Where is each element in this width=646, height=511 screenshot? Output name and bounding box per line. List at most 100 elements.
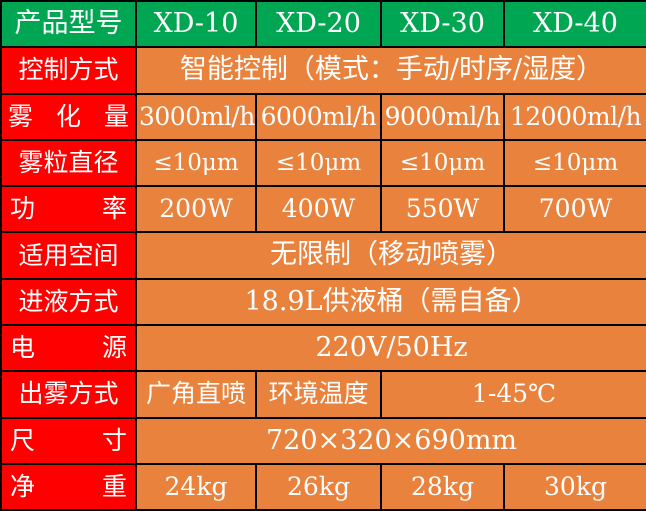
row-label-text: 适用空间 [18, 240, 119, 270]
cell-text: 28kg [411, 471, 474, 501]
cell-text: 9000ml/h [384, 101, 501, 131]
label-char: 量 [103, 101, 129, 131]
row-label-text: 尺 寸 [4, 425, 133, 455]
table-row-power: 功 率 200W 400W 550W 700W [0, 185, 646, 234]
row-value-power-xd30: 550W [380, 185, 505, 234]
row-value-power-xd10: 200W [135, 185, 257, 234]
table-row-mist-output: 出雾方式 广角直喷 环境温度 1-45℃ [0, 370, 646, 419]
cell-text: ≤10μm [532, 149, 619, 176]
cell-text: ≤10μm [153, 149, 239, 176]
cell-text: ≤10μm [275, 149, 362, 176]
row-value-control-mode: 智能控制（模式：手动/时序/湿度） [135, 46, 646, 95]
row-value-power-xd20: 400W [255, 185, 382, 234]
row-value-dimensions: 720×320×690mm [135, 416, 646, 465]
label-char: 寸 [101, 425, 127, 455]
cell-text: 400W [281, 194, 356, 224]
row-value-mist-volume-xd10: 3000ml/h [135, 92, 257, 141]
row-label-text: 雾 化 量 [4, 101, 133, 131]
label-char: 源 [101, 333, 127, 363]
model-text: XD-10 [153, 7, 239, 39]
row-label-liquid-supply: 进液方式 [0, 277, 137, 327]
cell-text: 700W [538, 194, 613, 224]
row-label-applicable-space: 适用空间 [0, 231, 137, 280]
table-header-row: 产品型号 XD-10 XD-20 XD-30 XD-40 [0, 0, 646, 49]
model-text: XD-30 [400, 7, 485, 39]
cell-text: 无限制（移动喷雾） [270, 239, 513, 271]
row-value-net-weight-xd30: 28kg [380, 462, 505, 511]
label-char: 重 [101, 471, 127, 501]
row-label-text: 电 源 [4, 333, 133, 363]
label-char: 净 [10, 471, 36, 501]
table-row-liquid-supply: 进液方式 18.9L供液桶（需自备） [0, 277, 646, 327]
header-label-text: 产品型号 [14, 7, 123, 39]
row-label-droplet-diameter: 雾粒直径 [0, 138, 137, 188]
model-cell-xd30: XD-30 [380, 0, 505, 49]
row-label-mist-volume: 雾 化 量 [0, 92, 137, 141]
row-value-ambient-temperature: 1-45℃ [380, 370, 646, 419]
cell-text: ≤10μm [399, 149, 486, 176]
cell-text: 环境温度 [268, 379, 369, 409]
label-char: 率 [101, 194, 127, 224]
row-label-text: 雾粒直径 [18, 147, 119, 177]
row-label-dimensions: 尺 寸 [0, 416, 137, 465]
row-label-net-weight: 净 重 [0, 462, 137, 511]
row-value-net-weight-xd40: 30kg [503, 462, 646, 511]
model-text: XD-40 [533, 7, 618, 39]
table-row-control-mode: 控制方式 智能控制（模式：手动/时序/湿度） [0, 46, 646, 95]
cell-text: 220V/50Hz [315, 332, 468, 364]
cell-text: 30kg [544, 471, 607, 501]
table-row-net-weight: 净 重 24kg 26kg 28kg 30kg [0, 462, 646, 511]
cell-text: 24kg [164, 471, 228, 501]
table-row-droplet-diameter: 雾粒直径 ≤10μm ≤10μm ≤10μm ≤10μm [0, 138, 646, 188]
row-label-mist-output: 出雾方式 [0, 370, 137, 419]
row-value-droplet-diameter-xd30: ≤10μm [380, 138, 505, 188]
model-cell-xd20: XD-20 [255, 0, 382, 49]
cell-text: 200W [159, 194, 233, 224]
row-label-text: 控制方式 [18, 55, 119, 85]
cell-text: 720×320×690mm [265, 424, 518, 456]
row-label-power-supply: 电 源 [0, 324, 137, 373]
model-cell-xd10: XD-10 [135, 0, 257, 49]
row-value-mist-volume-xd30: 9000ml/h [380, 92, 505, 141]
label-char: 功 [10, 194, 36, 224]
row-value-power-supply: 220V/50Hz [135, 324, 646, 373]
cell-text: 3000ml/h [139, 101, 255, 131]
row-label-text: 进液方式 [18, 286, 119, 316]
row-value-droplet-diameter-xd40: ≤10μm [503, 138, 646, 188]
row-value-mist-output-mode: 广角直喷 [135, 370, 257, 419]
model-cell-xd40: XD-40 [503, 0, 646, 49]
row-value-mist-volume-xd20: 6000ml/h [255, 92, 382, 141]
cell-text: 550W [405, 194, 480, 224]
cell-text: 26kg [287, 471, 350, 501]
row-label-text: 功 率 [4, 194, 133, 224]
table-row-mist-volume: 雾 化 量 3000ml/h 6000ml/h 9000ml/h 12000ml… [0, 92, 646, 141]
table-row-applicable-space: 适用空间 无限制（移动喷雾） [0, 231, 646, 280]
cell-text: 18.9L供液桶（需自备） [244, 285, 539, 317]
cell-text: 智能控制（模式：手动/时序/湿度） [179, 54, 604, 86]
cell-text: 6000ml/h [260, 101, 377, 131]
cell-text: 12000ml/h [509, 101, 642, 131]
cell-text: 1-45℃ [471, 379, 557, 409]
row-value-applicable-space: 无限制（移动喷雾） [135, 231, 646, 280]
model-text: XD-20 [276, 7, 361, 39]
row-label-text: 出雾方式 [18, 379, 119, 409]
table-row-power-supply: 电 源 220V/50Hz [0, 324, 646, 373]
row-label-text: 净 重 [4, 471, 133, 501]
row-value-droplet-diameter-xd10: ≤10μm [135, 138, 257, 188]
cell-text: 广角直喷 [145, 379, 246, 409]
label-char: 尺 [10, 425, 36, 455]
row-label-power: 功 率 [0, 185, 137, 234]
row-value-mist-volume-xd40: 12000ml/h [503, 92, 646, 141]
row-value-liquid-supply: 18.9L供液桶（需自备） [135, 277, 646, 327]
label-char: 雾 [8, 101, 34, 131]
label-char: 化 [55, 101, 81, 131]
row-label-ambient-temperature: 环境温度 [255, 370, 382, 419]
row-value-net-weight-xd10: 24kg [135, 462, 257, 511]
row-value-droplet-diameter-xd20: ≤10μm [255, 138, 382, 188]
row-label-control-mode: 控制方式 [0, 46, 137, 95]
row-value-net-weight-xd20: 26kg [255, 462, 382, 511]
header-label-cell: 产品型号 [0, 0, 137, 49]
row-value-power-xd40: 700W [503, 185, 646, 234]
label-char: 电 [10, 333, 36, 363]
